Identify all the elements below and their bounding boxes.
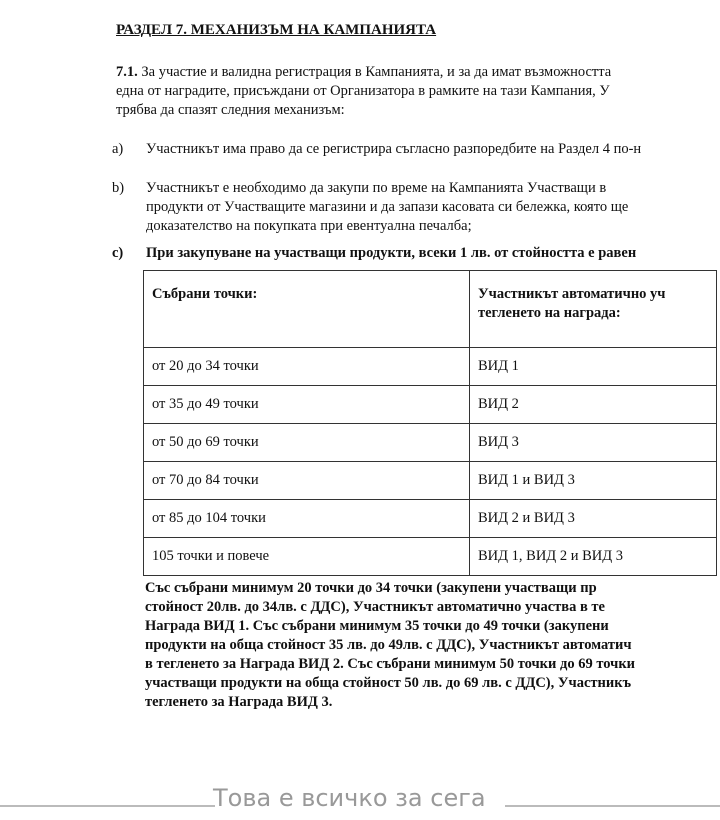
intro-line-1: 7.1. За участие и валидна регистрация в …: [116, 63, 611, 82]
prize-cell: ВИД 2 и ВИД 3: [469, 499, 717, 538]
intro-line-3: трябва да спазят следния механизъм:: [116, 102, 345, 118]
item-c-label: c): [112, 245, 124, 261]
points-cell: от 20 до 34 точки: [143, 347, 470, 386]
item-b-text-2: продукти от Участващите магазини и да за…: [146, 199, 629, 215]
prize-cell: ВИД 3: [469, 423, 717, 462]
item-a-label: a): [112, 141, 124, 157]
header-draw-line-2: тегленето на награда:: [478, 305, 621, 321]
header-draw-line-1: Участникът автоматично уч: [478, 286, 666, 302]
summary-line: стойност 20лв. до 34лв. с ДДС), Участник…: [145, 599, 605, 615]
summary-line: продукти на обща стойност 35 лв. до 49лв…: [145, 637, 632, 653]
prize-cell: ВИД 1: [469, 347, 717, 386]
summary-line: тегленето за Награда ВИД 3.: [145, 694, 333, 710]
divider-line: [0, 805, 215, 807]
table-row: от 35 до 49 точки ВИД 2: [143, 385, 717, 424]
points-cell: от 50 до 69 точки: [143, 423, 470, 462]
item-a-text: Участникът има право да се регистрира съ…: [146, 141, 642, 157]
header-points: Събрани точки:: [143, 270, 470, 348]
prize-cell: ВИД 1, ВИД 2 и ВИД 3: [469, 537, 717, 576]
clause-number: 7.1.: [116, 64, 138, 80]
item-c-text: При закупуване на участващи продукти, вс…: [146, 245, 637, 261]
table-row: от 85 до 104 точки ВИД 2 и ВИД 3: [143, 499, 717, 538]
summary-line: участващи продукти на обща стойност 50 л…: [145, 675, 632, 691]
table-row: от 20 до 34 точки ВИД 1: [143, 347, 717, 386]
prize-cell: ВИД 1 и ВИД 3: [469, 461, 717, 500]
summary-line: Награда ВИД 1. Със събрани минимум 35 то…: [145, 618, 609, 634]
item-b-text-3: доказателство на покупката при евентуалн…: [146, 218, 472, 234]
points-cell: 105 точки и повече: [143, 537, 470, 576]
prize-cell: ВИД 2: [469, 385, 717, 424]
table-row: 105 точки и повече ВИД 1, ВИД 2 и ВИД 3: [143, 537, 717, 576]
header-draw: Участникът автоматично уч тегленето на на…: [469, 270, 717, 348]
end-message: Това е всичко за сега: [213, 784, 486, 812]
points-cell: от 85 до 104 точки: [143, 499, 470, 538]
section-heading: РАЗДЕЛ 7. МЕХАНИЗЪМ НА КАМПАНИЯТА: [116, 22, 437, 38]
points-cell: от 35 до 49 точки: [143, 385, 470, 424]
table-row: от 70 до 84 точки ВИД 1 и ВИД 3: [143, 461, 717, 500]
intro-line-2: една от наградите, присъждани от Организ…: [116, 83, 610, 99]
points-cell: от 70 до 84 точки: [143, 461, 470, 500]
intro-text: За участие и валидна регистрация в Кампа…: [141, 64, 612, 80]
end-of-content-footer: Това е всичко за сега: [0, 784, 720, 820]
summary-line: в тегленето за Награда ВИД 2. Със събран…: [145, 656, 636, 672]
item-b-label: b): [112, 180, 125, 196]
item-b-text-1: Участникът е необходимо да закупи по вре…: [146, 180, 607, 196]
table-header-row: Събрани точки: Участникът автоматично уч…: [143, 270, 717, 348]
divider-line: [505, 805, 720, 807]
points-table: Събрани точки: Участникът автоматично уч…: [143, 270, 717, 576]
summary-line: Със събрани минимум 20 точки до 34 точки…: [145, 580, 597, 596]
table-row: от 50 до 69 точки ВИД 3: [143, 423, 717, 462]
